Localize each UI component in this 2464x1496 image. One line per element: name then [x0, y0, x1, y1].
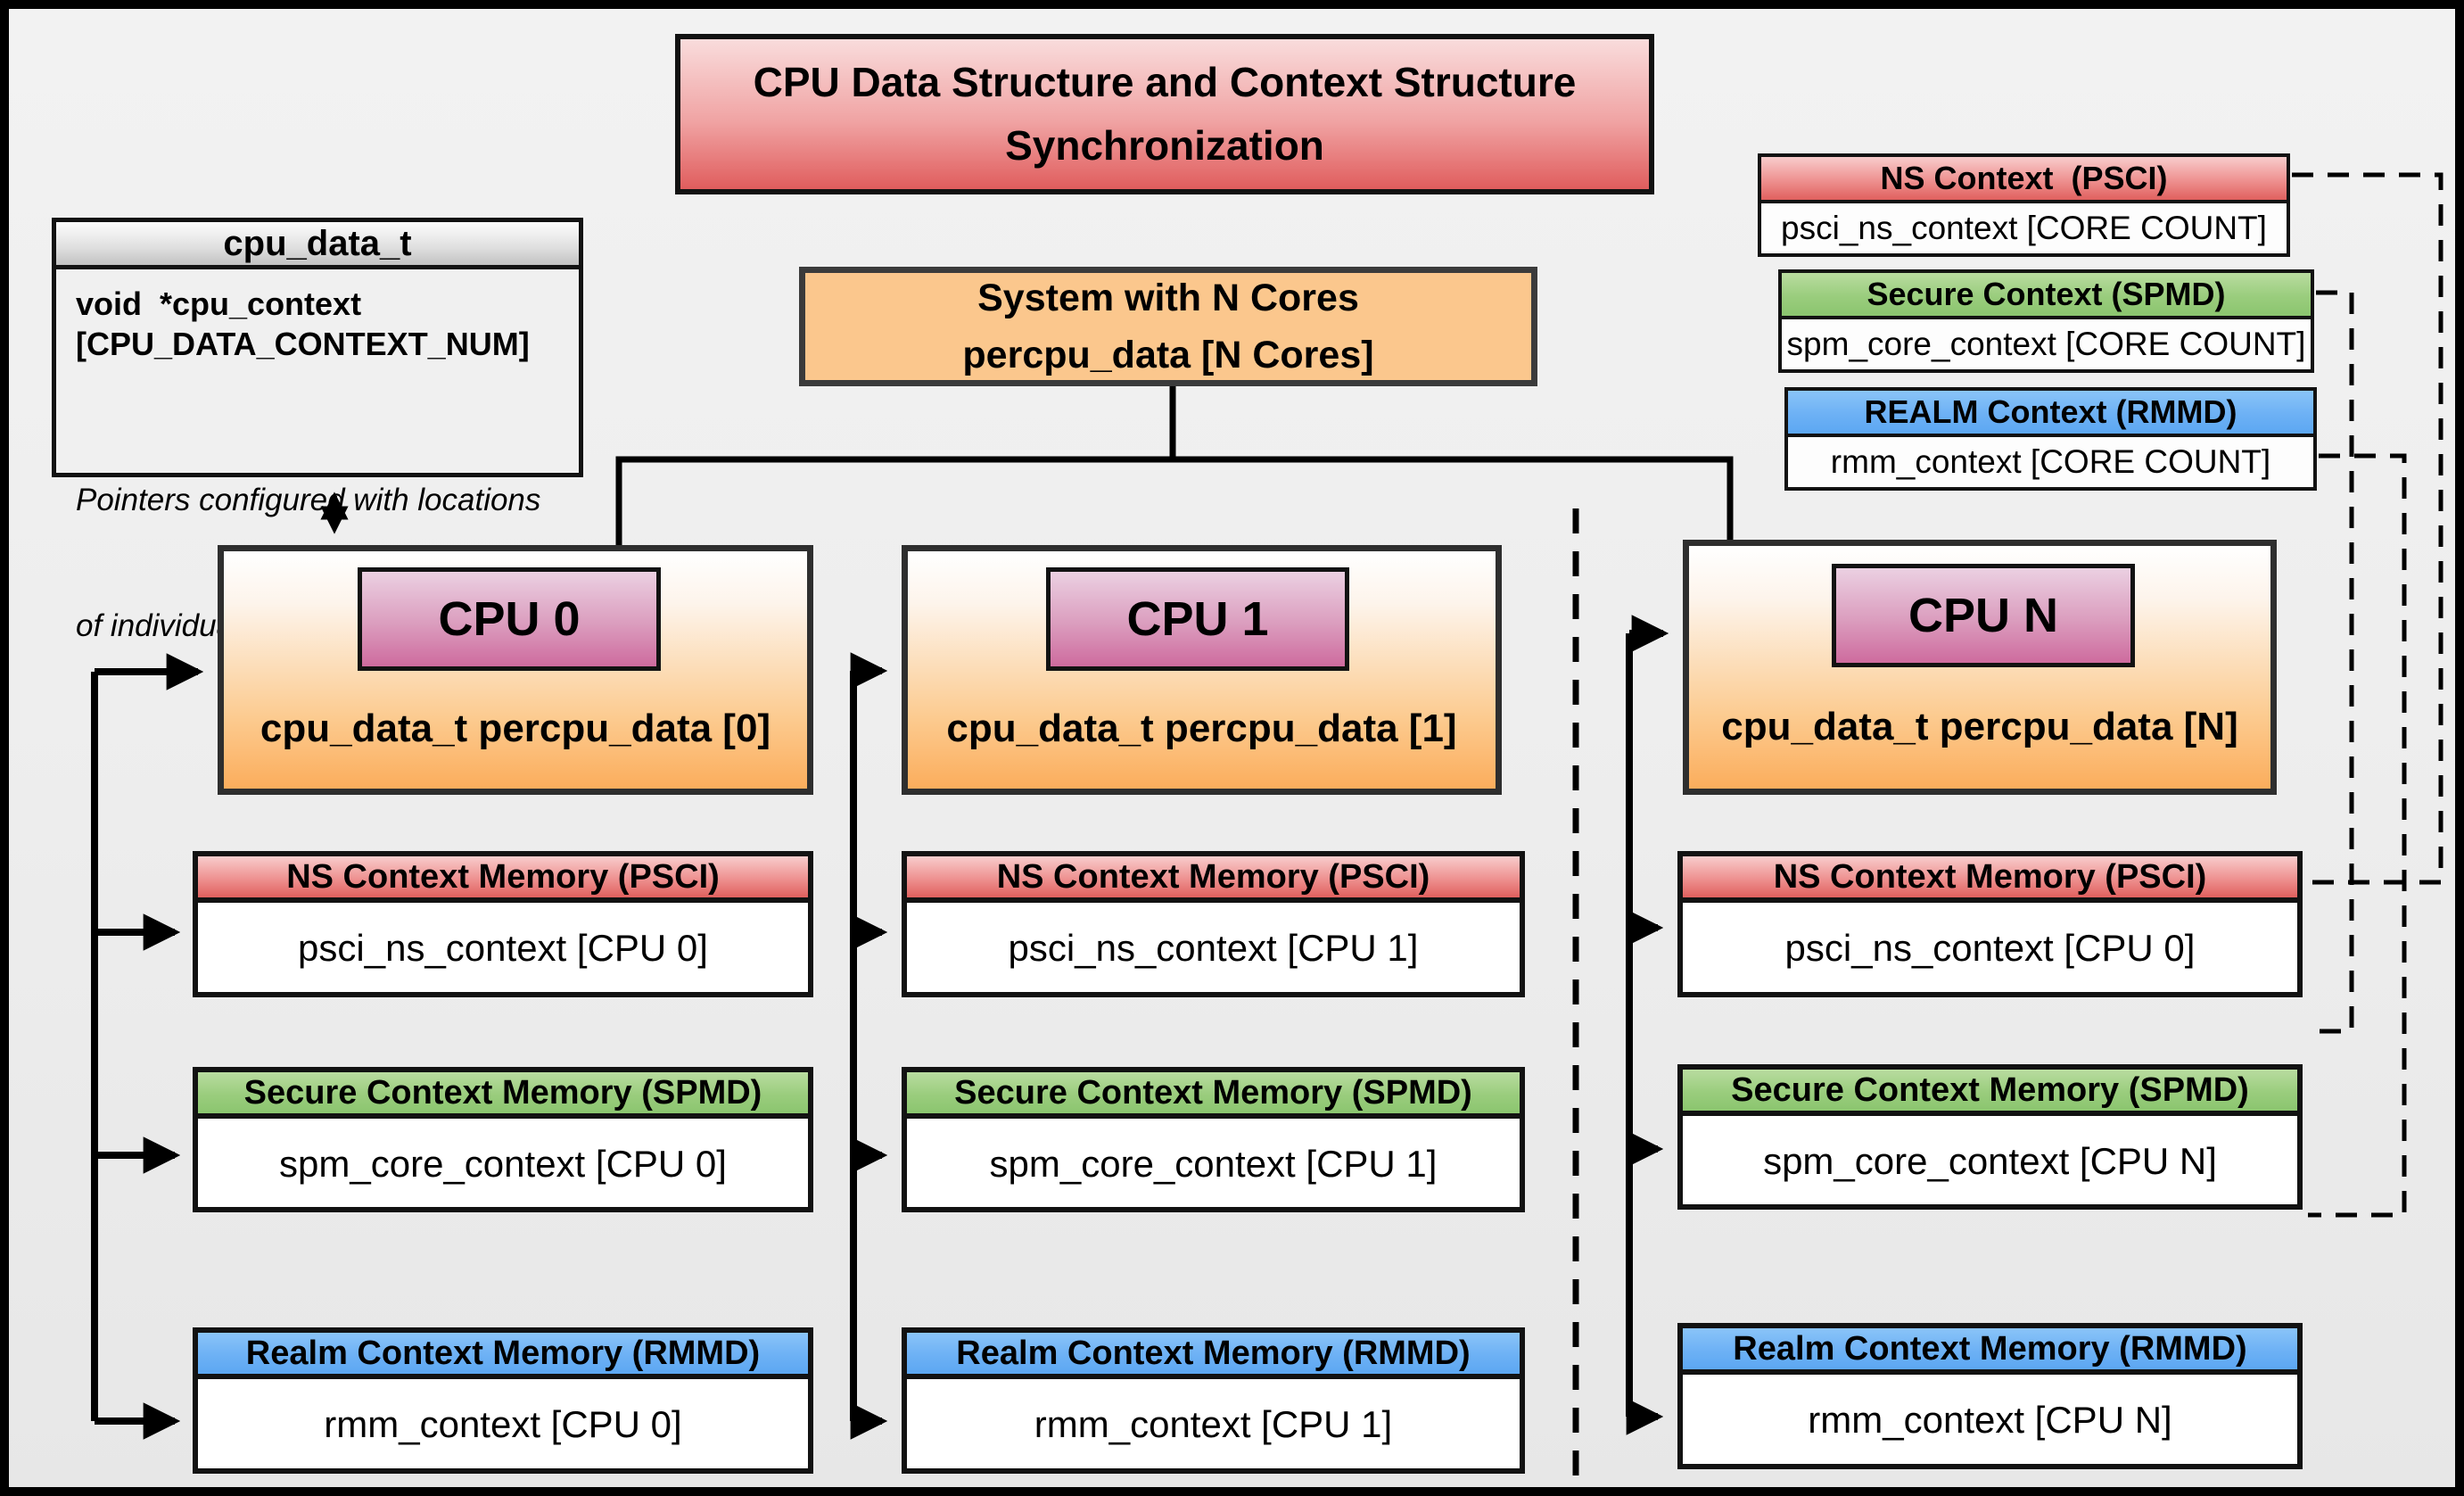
cpu0-secure-memory-box: Secure Context Memory (SPMD) spm_core_co…: [193, 1067, 813, 1212]
legend-ns-context-value: psci_ns_context [CORE COUNT]: [1761, 203, 2287, 253]
struct-field-line2: [CPU_DATA_CONTEXT_NUM]: [76, 326, 530, 362]
cpun-pointer-rail: [1626, 615, 1669, 1435]
cpun-secure-memory-header: Secure Context Memory (SPMD): [1683, 1070, 2297, 1116]
cpu0-label: CPU 0: [358, 567, 661, 671]
cpu0-box: CPU 0 cpu_data_t percpu_data [0]: [218, 545, 813, 795]
cpu1-pointer-rail: [850, 652, 888, 1440]
cpun-realm-memory-value: rmm_context [CPU N]: [1808, 1399, 2172, 1441]
cpun-ns-memory-value: psci_ns_context [CPU 0]: [1784, 927, 2196, 969]
cpu-data-t-struct-header: cpu_data_t: [56, 222, 579, 269]
cpu0-secure-memory-header: Secure Context Memory (SPMD): [198, 1072, 808, 1119]
cpu0-secure-memory-value: spm_core_context [CPU 0]: [279, 1142, 727, 1185]
diagram-title-line2: Synchronization: [1005, 122, 1324, 169]
cpun-secure-memory-box: Secure Context Memory (SPMD) spm_core_co…: [1677, 1064, 2303, 1210]
system-box-line2: percpu_data [N Cores]: [962, 334, 1374, 376]
cpu0-realm-memory-value: rmm_context [CPU 0]: [324, 1403, 682, 1445]
cpu0-ns-memory-value: psci_ns_context [CPU 0]: [298, 927, 708, 969]
struct-note-line1: Pointers configured with locations: [76, 482, 541, 517]
cpun-realm-memory-box: Realm Context Memory (RMMD) rmm_context …: [1677, 1323, 2303, 1469]
cpun-ns-memory-header: NS Context Memory (PSCI): [1683, 856, 2297, 903]
cpu1-secure-memory-box: Secure Context Memory (SPMD) spm_core_co…: [902, 1067, 1525, 1212]
cpu1-ns-memory-header: NS Context Memory (PSCI): [907, 856, 1520, 903]
legend-secure-context: Secure Context (SPMD) spm_core_context […: [1778, 269, 2314, 373]
cpu1-label: CPU 1: [1046, 567, 1349, 671]
cpu1-secure-memory-value: spm_core_context [CPU 1]: [989, 1142, 1438, 1185]
diagram-title: CPU Data Structure and Context Structure…: [675, 34, 1654, 194]
branch-line: [615, 456, 1734, 545]
cpu1-realm-memory-box: Realm Context Memory (RMMD) rmm_context …: [902, 1327, 1525, 1474]
system-box-line1: System with N Cores: [977, 276, 1359, 319]
cpu0-ns-memory-box: NS Context Memory (PSCI) psci_ns_context…: [193, 851, 813, 997]
system-branch-lines: [615, 386, 1734, 545]
cpu1-ns-memory-value: psci_ns_context [CPU 1]: [1008, 927, 1419, 969]
cpu0-data-text: cpu_data_t percpu_data [0]: [260, 707, 771, 750]
legend-ns-context: NS Context (PSCI) psci_ns_context [CORE …: [1758, 153, 2290, 257]
cpu1-secure-memory-header: Secure Context Memory (SPMD): [907, 1072, 1520, 1119]
system-n-cores-box: System with N Cores percpu_data [N Cores…: [799, 267, 1537, 386]
cpu-data-t-struct-box: cpu_data_t void *cpu_context [CPU_DATA_C…: [52, 218, 583, 643]
cpu0-realm-memory-header: Realm Context Memory (RMMD): [198, 1333, 808, 1379]
cpu1-realm-memory-header: Realm Context Memory (RMMD): [907, 1333, 1520, 1379]
legend-realm-context: REALM Context (RMMD) rmm_context [CORE C…: [1784, 387, 2317, 491]
cpun-secure-memory-value: spm_core_context [CPU N]: [1763, 1139, 2217, 1182]
struct-field-line1: void *cpu_context: [76, 285, 362, 322]
cpu1-box: CPU 1 cpu_data_t percpu_data [1]: [902, 545, 1502, 795]
cpu1-data-text: cpu_data_t percpu_data [1]: [946, 707, 1457, 750]
legend-secure-context-title: Secure Context (SPMD): [1782, 273, 2311, 319]
cpun-data-text: cpu_data_t percpu_data [N]: [1721, 705, 2238, 748]
cpu0-ns-memory-header: NS Context Memory (PSCI): [198, 856, 808, 903]
cpu1-realm-memory-value: rmm_context [CPU 1]: [1034, 1403, 1393, 1445]
legend-ns-context-title: NS Context (PSCI): [1761, 157, 2287, 203]
legend-realm-context-value: rmm_context [CORE COUNT]: [1788, 437, 2313, 487]
cpun-label: CPU N: [1832, 564, 2135, 667]
legend-secure-context-value: spm_core_context [CORE COUNT]: [1782, 319, 2311, 369]
legend-dashed-connectors: [2292, 172, 2443, 1218]
cpu0-pointer-rail: [91, 653, 204, 1440]
legend-realm-context-title: REALM Context (RMMD): [1788, 391, 2313, 437]
cpu0-realm-memory-box: Realm Context Memory (RMMD) rmm_context …: [193, 1327, 813, 1474]
cpun-box: CPU N cpu_data_t percpu_data [N]: [1683, 540, 2277, 795]
cpun-realm-memory-header: Realm Context Memory (RMMD): [1683, 1328, 2297, 1375]
cpun-ns-memory-box: NS Context Memory (PSCI) psci_ns_context…: [1677, 851, 2303, 997]
realm-legend-connector: [2308, 453, 2407, 1218]
diagram-title-line1: CPU Data Structure and Context Structure: [753, 58, 1577, 105]
cpu1-ns-memory-box: NS Context Memory (PSCI) psci_ns_context…: [902, 851, 1525, 997]
ns-legend-connector: [2292, 172, 2443, 885]
